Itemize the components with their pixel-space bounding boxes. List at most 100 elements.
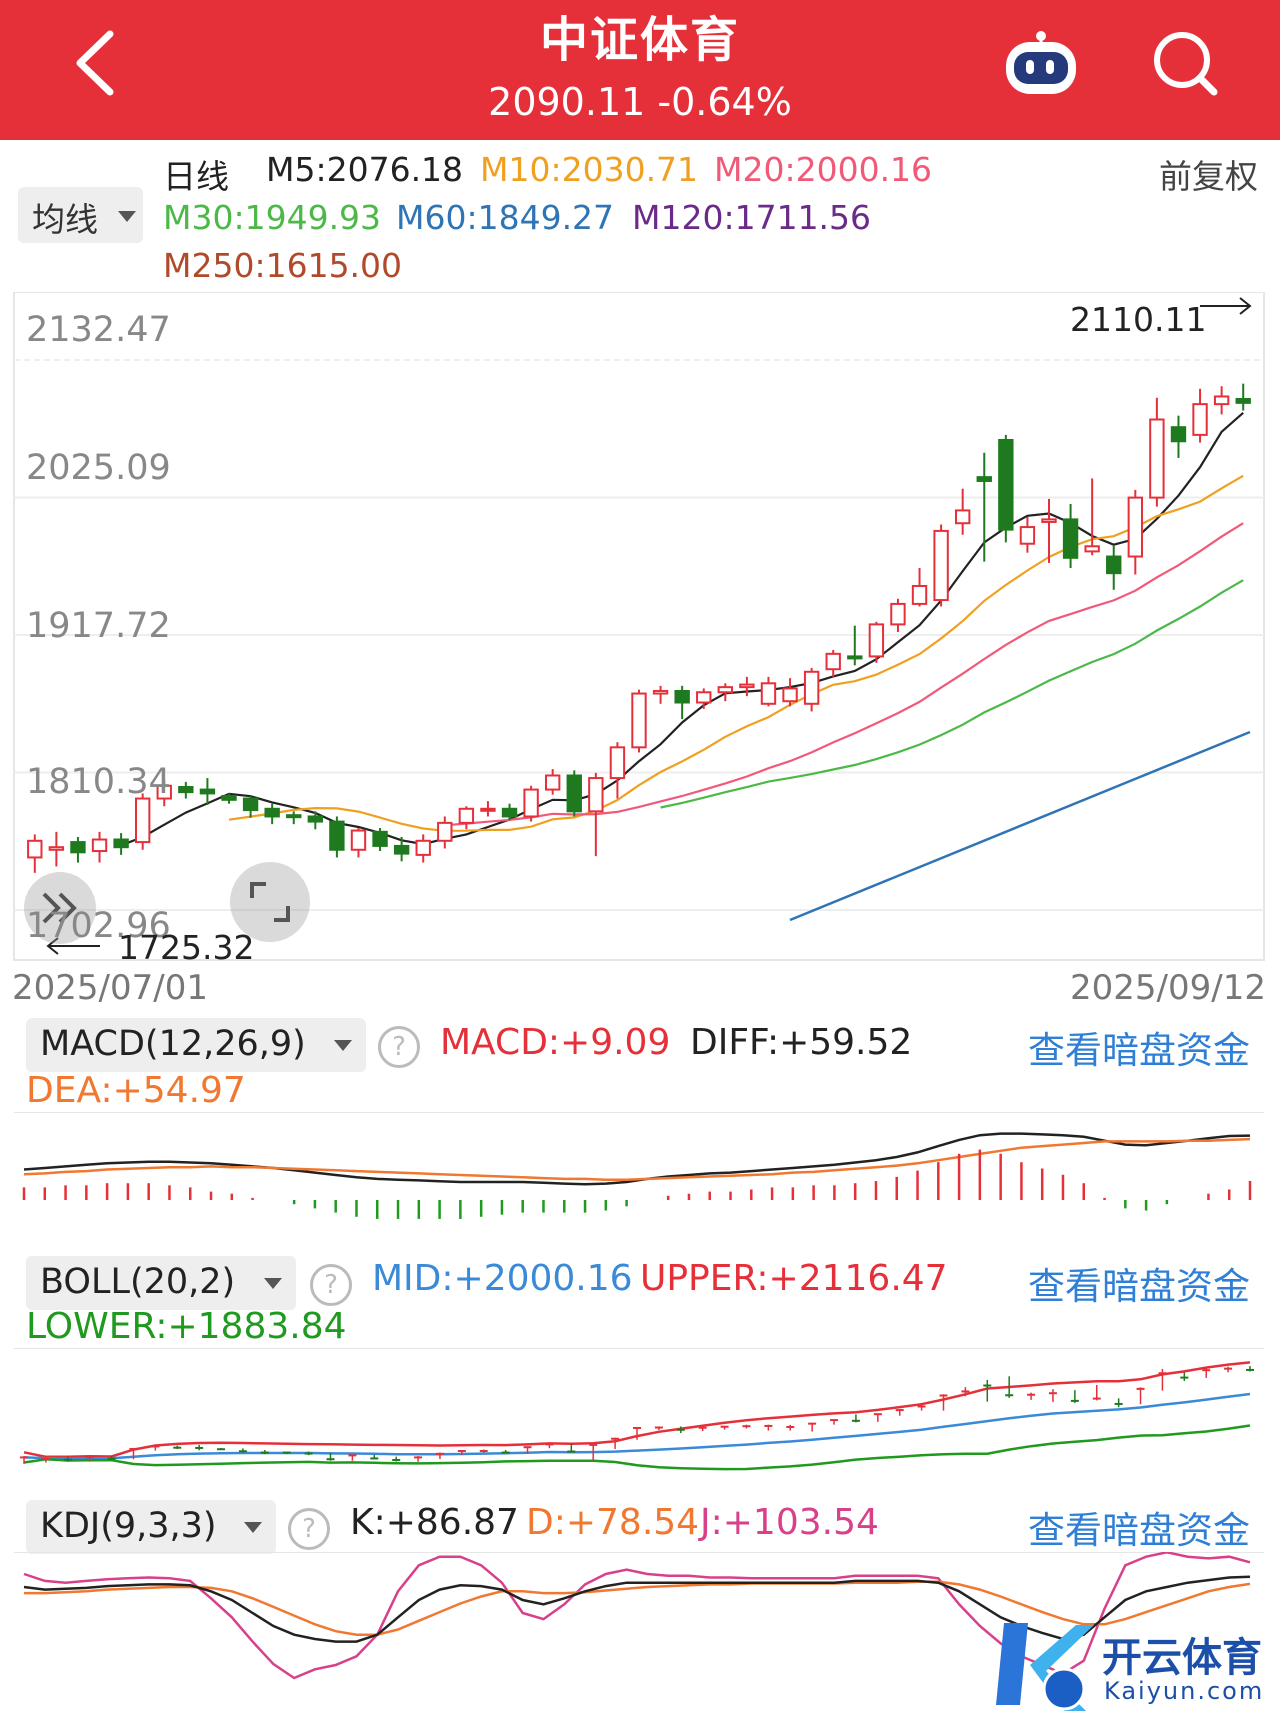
macd-chart[interactable] <box>0 1112 1280 1242</box>
candle-body <box>782 687 798 703</box>
candle-body <box>27 839 43 859</box>
chevron-down-icon <box>334 1040 352 1051</box>
candle-body <box>113 838 129 849</box>
adjust-label[interactable]: 前复权 <box>1159 157 1258 196</box>
candle-body <box>199 788 216 795</box>
candle-body <box>156 784 172 800</box>
fullscreen-icon <box>250 882 266 898</box>
candle-body <box>1235 398 1251 404</box>
candle-body <box>393 844 410 855</box>
candle-body <box>631 692 647 749</box>
candle-body <box>480 807 496 812</box>
candle-body <box>350 829 367 851</box>
kaiyun-logo-mark <box>996 1623 1094 1711</box>
candle-body <box>868 623 885 658</box>
fullscreen-icon <box>274 906 290 922</box>
ma20-line <box>444 522 1244 827</box>
candle-body <box>609 746 626 780</box>
double-chevron-icon <box>58 892 77 924</box>
ma20-value: M20:2000.16 <box>714 150 933 189</box>
help-icon[interactable]: ? <box>310 1264 352 1306</box>
kdj-j-value: J:+103.54 <box>700 1502 879 1543</box>
logo-brand-text: 开云体育 <box>1102 1635 1262 1681</box>
kaiyun-logo: 开云体育 Kaiyun.com <box>990 1615 1280 1721</box>
boll-chart[interactable] <box>0 1348 1280 1478</box>
search-icon[interactable] <box>1150 28 1220 98</box>
logo-url-text: Kaiyun.com <box>1104 1677 1265 1705</box>
diff-value: DIFF:+59.52 <box>690 1022 913 1063</box>
candle-body <box>566 774 582 813</box>
ma5-value: M5:2076.18 <box>266 150 464 189</box>
ma120-value: M120:1711.56 <box>632 198 872 237</box>
candle-body <box>911 584 928 605</box>
help-icon[interactable]: ? <box>288 1508 330 1550</box>
ma5-line <box>120 411 1244 847</box>
end-date-label: 2025/09/12 <box>1070 968 1266 1008</box>
start-date-label: 2025/07/01 <box>12 968 208 1008</box>
candle-body <box>760 682 777 705</box>
boll-mid-line <box>23 1392 1251 1460</box>
dea-line <box>23 1137 1251 1181</box>
macd-selector-label: MACD(12,26,9) <box>40 1024 306 1064</box>
header-bar: 中证体育 2090.11 -0.64% <box>0 0 1280 140</box>
candle-body <box>1084 545 1100 553</box>
double-chevron-icon <box>42 892 61 924</box>
candle-body <box>1170 426 1187 443</box>
candle-body <box>1192 403 1208 436</box>
macd-selector[interactable]: MACD(12,26,9) <box>26 1018 366 1072</box>
dark-pool-link[interactable]: 查看暗盘资金 <box>1028 1029 1250 1072</box>
price-change: 2090.11 -0.64% <box>0 80 1280 124</box>
change-value: -0.64% <box>657 80 792 124</box>
y-tick-label: 1917.72 <box>26 606 171 646</box>
candle-body <box>501 807 518 818</box>
ma-legend: 日线 M5:2076.18 M10:2030.71 M20:2000.16 前复… <box>0 140 1280 290</box>
candle-body <box>847 655 863 660</box>
ma30-line <box>660 579 1244 809</box>
ma10-line <box>228 474 1244 832</box>
high-arrow-icon <box>1239 297 1252 315</box>
candle-body <box>415 839 431 856</box>
diff-line <box>23 1132 1251 1186</box>
ma-selector[interactable]: 均线 <box>18 187 143 243</box>
candle-body <box>523 788 539 818</box>
boll-selector[interactable]: BOLL(20,2) <box>26 1256 296 1310</box>
back-arrow-icon[interactable] <box>68 28 128 98</box>
kdj-selector[interactable]: KDJ(9,3,3) <box>26 1500 276 1554</box>
low-price-label: 1725.32 <box>118 928 255 967</box>
robot-assistant-icon[interactable] <box>1000 30 1082 100</box>
kdj-selector-label: KDJ(9,3,3) <box>40 1506 217 1546</box>
chart-frame <box>13 292 1265 961</box>
candlestick-chart[interactable] <box>0 292 1280 962</box>
candle-body <box>437 821 453 842</box>
candle-body <box>458 807 475 824</box>
y-tick-label: 2132.47 <box>26 310 171 350</box>
dea-value: DEA:+54.97 <box>26 1070 246 1111</box>
candle-body <box>544 774 561 791</box>
y-tick-label: 1810.34 <box>26 762 171 802</box>
candle-body <box>242 797 259 812</box>
y-tick-label: 1702.96 <box>26 906 171 946</box>
kdj-d-value: D:+78.54 <box>526 1502 700 1543</box>
dark-pool-link[interactable]: 查看暗盘资金 <box>1028 1509 1250 1552</box>
ma-selector-label: 均线 <box>32 200 98 239</box>
candle-body <box>134 797 151 844</box>
candle-body <box>652 689 669 695</box>
candle-body <box>91 838 108 853</box>
period-label: 日线 <box>163 157 229 196</box>
price-value: 2090.11 <box>488 80 646 124</box>
candle-body <box>1213 395 1230 406</box>
candle-body <box>674 689 690 704</box>
boll-lower-value: LOWER:+1883.84 <box>26 1306 347 1347</box>
candle-body <box>954 509 971 525</box>
candle-body <box>933 529 949 602</box>
candle-body <box>264 807 280 818</box>
candle-body <box>178 786 194 794</box>
help-icon[interactable]: ? <box>378 1026 420 1068</box>
ma60-value: M60:1849.27 <box>396 198 615 237</box>
boll-upper-value: UPPER:+2116.47 <box>640 1258 948 1299</box>
candle-body <box>739 683 755 689</box>
candle-body <box>286 814 302 819</box>
dark-pool-link[interactable]: 查看暗盘资金 <box>1028 1265 1250 1308</box>
ma60-line <box>789 730 1251 922</box>
candle-body <box>48 846 65 851</box>
